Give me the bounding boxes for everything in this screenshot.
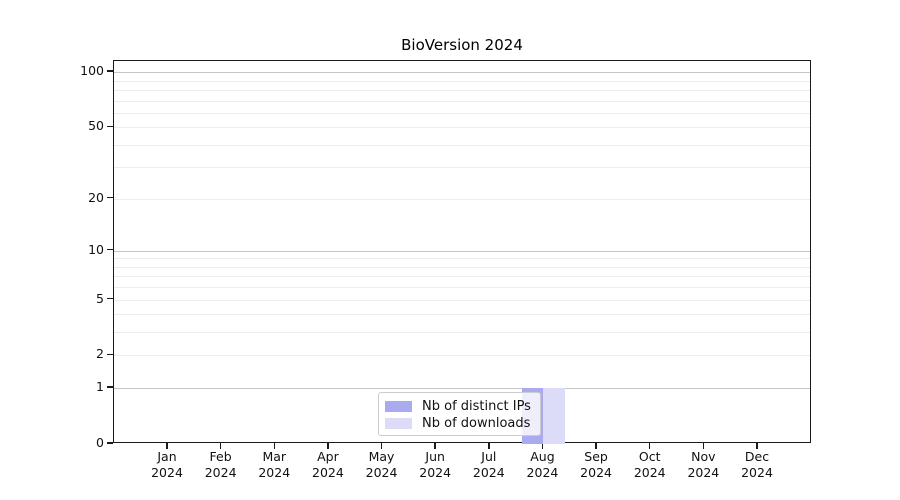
legend-row-distinct-ips: Nb of distinct IPs: [385, 398, 532, 414]
x-tick-label: Feb 2024: [204, 449, 237, 480]
y-tick-label: 100: [80, 63, 104, 79]
gridline-minor: [114, 112, 810, 114]
y-tick-label: 20: [88, 189, 104, 205]
bar-downloads: [543, 388, 565, 444]
x-tick-label: Nov 2024: [687, 449, 720, 480]
x-tick-label: Jul 2024: [472, 449, 505, 480]
gridline-minor: [114, 144, 810, 146]
y-tick-label: 10: [88, 241, 104, 257]
x-tick-mark: [488, 443, 490, 449]
gridline-minor: [114, 127, 810, 129]
y-tick-label: 1: [96, 379, 104, 395]
y-tick-label: 0: [96, 435, 104, 450]
legend-swatch-downloads: [385, 417, 412, 429]
legend: Nb of distinct IPs Nb of downloads: [378, 392, 541, 436]
x-tick-mark: [649, 443, 651, 449]
gridline-minor: [114, 314, 810, 316]
gridline-minor: [114, 167, 810, 169]
x-tick-mark: [219, 443, 222, 449]
x-tick-mark: [756, 443, 758, 449]
y-tick-mark: [107, 197, 113, 199]
gridline-minor: [114, 80, 810, 82]
y-tick-mark: [107, 442, 113, 444]
x-tick-label: Oct 2024: [633, 449, 666, 480]
y-tick-mark: [107, 70, 113, 72]
gridline-minor: [114, 355, 810, 357]
gridline-minor: [114, 89, 810, 91]
y-tick-label: 50: [88, 118, 104, 134]
x-tick-label: Jun 2024: [419, 449, 452, 480]
legend-row-downloads: Nb of downloads: [385, 415, 532, 431]
x-tick-mark: [541, 443, 544, 449]
legend-label-downloads: Nb of downloads: [422, 415, 531, 431]
x-tick-label: May 2024: [365, 449, 398, 480]
x-tick-mark: [702, 443, 705, 449]
gridline-minor: [114, 266, 810, 268]
x-tick-label: Sep 2024: [580, 449, 612, 480]
plot-area: [113, 60, 811, 444]
gridline-minor: [114, 287, 810, 289]
y-tick-mark: [107, 386, 113, 388]
x-tick-mark: [595, 443, 597, 449]
x-tick-mark: [166, 443, 168, 449]
gridline-major: [114, 72, 810, 74]
gridline-major: [114, 250, 810, 252]
chart-title: BioVersion 2024: [401, 36, 523, 54]
gridline-minor: [114, 258, 810, 260]
x-tick-label: Jan 2024: [151, 449, 183, 480]
legend-label-distinct-ips: Nb of distinct IPs: [422, 398, 531, 414]
y-tick-mark: [107, 249, 113, 251]
y-tick-mark: [107, 297, 113, 300]
y-tick-mark: [107, 353, 113, 356]
x-tick-mark: [273, 443, 275, 449]
legend-swatch-distinct-ips: [385, 400, 412, 412]
x-tick-label: Dec 2024: [741, 449, 773, 480]
y-tick-mark: [107, 125, 113, 127]
x-tick-label: Aug 2024: [526, 449, 559, 480]
gridline-minor: [114, 100, 810, 102]
y-tick-label: 2: [96, 346, 104, 362]
gridline-major: [114, 388, 810, 390]
y-tick-label: 5: [96, 290, 104, 306]
x-tick-label: Apr 2024: [312, 449, 344, 480]
gridline-minor: [114, 299, 810, 301]
x-tick-mark: [380, 443, 383, 449]
gridline-minor: [114, 198, 810, 200]
gridline-minor: [114, 276, 810, 278]
x-tick-mark: [434, 443, 436, 449]
x-tick-label: Mar 2024: [258, 449, 291, 480]
x-tick-mark: [327, 443, 329, 449]
gridline-minor: [114, 332, 810, 334]
